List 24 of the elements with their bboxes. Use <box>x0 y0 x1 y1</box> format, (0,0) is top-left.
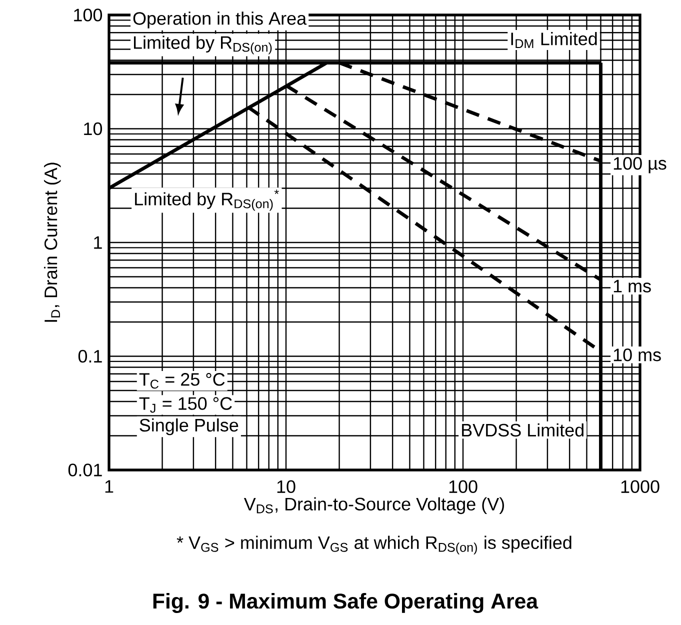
series-label: I$_{DM}$ Limited <box>511 32 597 48</box>
annotation: Single Pulse <box>140 418 238 436</box>
annotation: Operation in this Area <box>133 12 307 28</box>
series-label: 100 µs <box>614 157 666 174</box>
y-tick-label: 0.1 <box>78 350 102 363</box>
x-tick-label: 1 <box>105 480 114 493</box>
series-label: BVDSS Limited <box>462 423 584 437</box>
text: * V$_{GS}$ > minimum V$_{GS}$ at which R$_{DS(on)}$ is specified <box>176 536 572 554</box>
series-label: 1 ms <box>614 280 651 292</box>
annotation: Limited by R$_{DS(on)}$ <box>134 36 272 54</box>
series-label: 10 ms <box>614 348 661 362</box>
x-tick-label: 100 <box>449 480 478 494</box>
series-label: Limited by R$_{DS(on)}$* <box>135 190 279 211</box>
x-tick-label: 10 <box>277 480 296 494</box>
annotation: T$_{J}$ = 150 °C <box>139 397 232 413</box>
y-tick-label: 0.01 <box>68 464 102 476</box>
y-axis-title: I$_{D}$, Drain Current (A) <box>44 162 61 322</box>
y-tick-label: 1 <box>94 236 102 249</box>
x-tick-label: 1000 <box>621 480 660 494</box>
annotation: T$_{C}$ = 25 °C <box>139 373 225 389</box>
y-tick-label: 10 <box>84 122 102 136</box>
y-tick-label: 100 <box>74 8 102 22</box>
text: Fig. 9 - Maximum Safe Operating Area <box>153 593 538 613</box>
x-axis-title: V$_{DS}$, Drain-to-Source Voltage (V) <box>244 497 504 514</box>
